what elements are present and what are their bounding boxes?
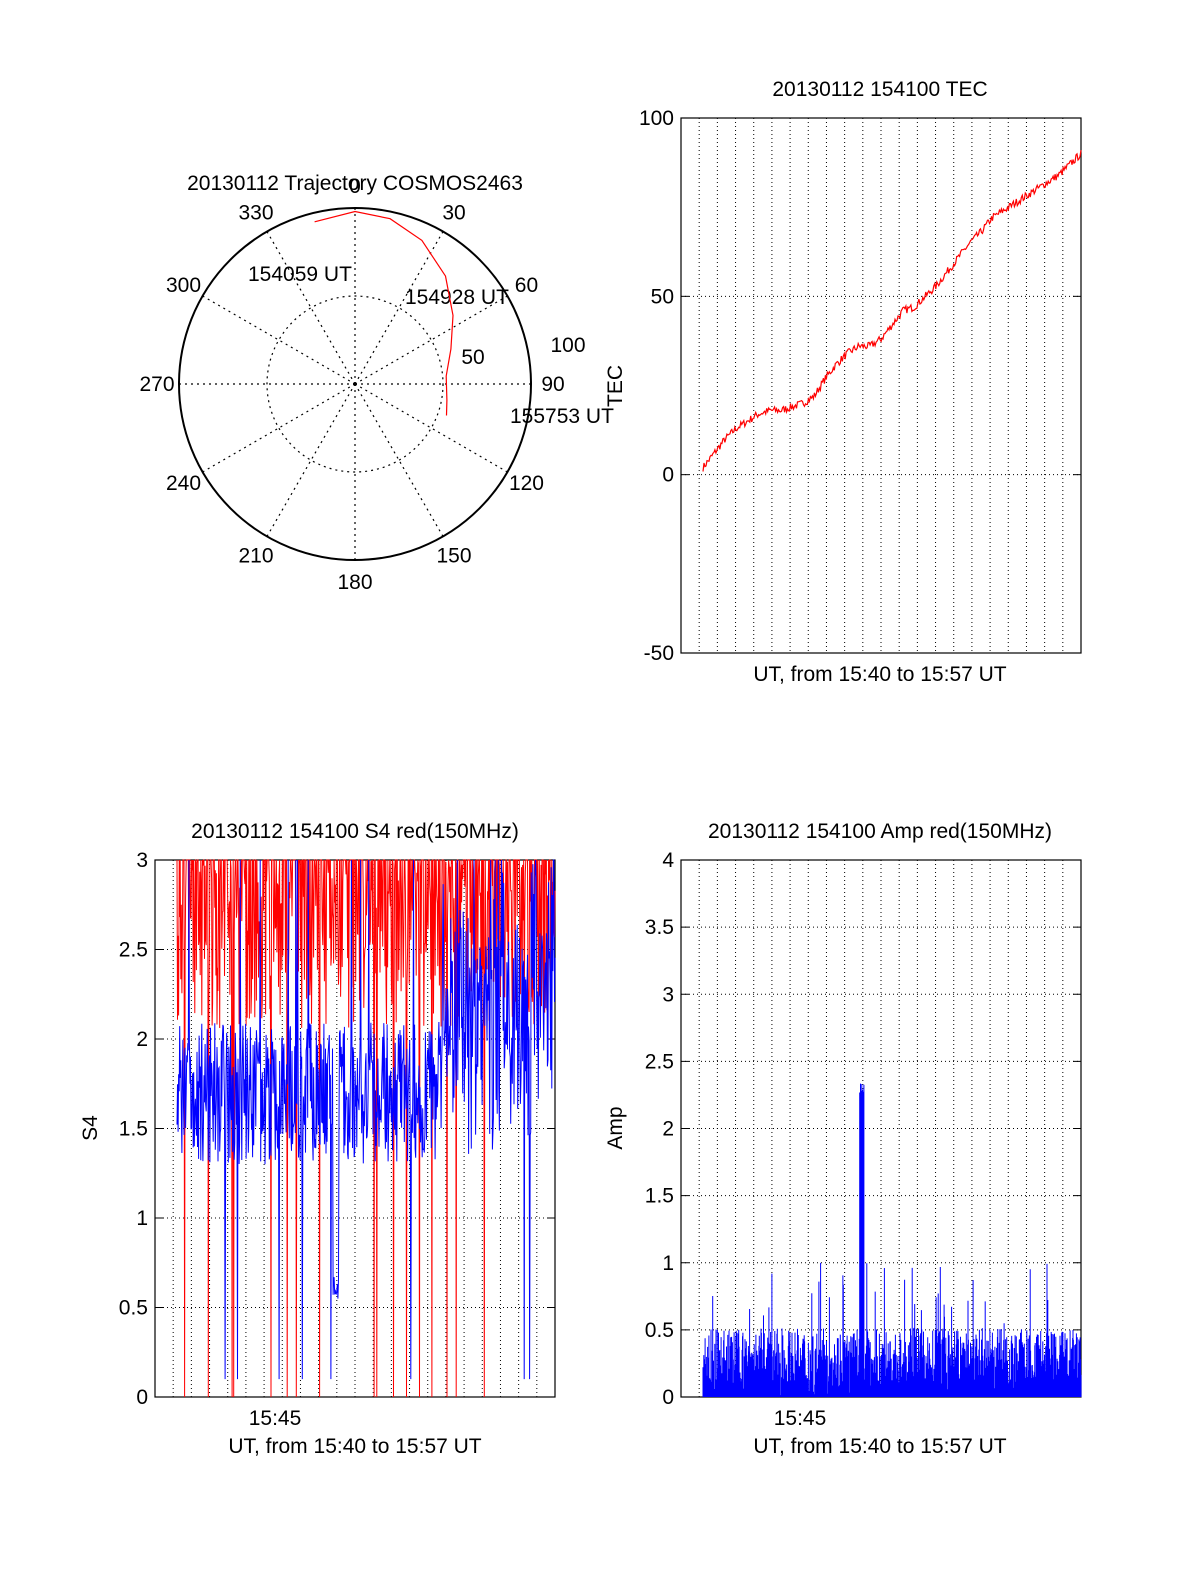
polar-angle-label: 90 [541,373,564,396]
polar-trajectory-line [314,210,454,416]
polar-angle-label: 120 [509,472,544,495]
s4-xlabel: UT, from 15:40 to 15:57 UT [228,1435,481,1458]
s4-ytick-label: 1.5 [119,1118,148,1141]
amp-ytick-label: 0 [662,1386,674,1409]
polar-angle-label: 30 [442,202,465,225]
polar-annotation-end: 155753 UT [510,405,614,428]
tec-ytick-label: 50 [651,285,674,308]
tec-ytick-label: -50 [644,642,674,665]
amp-ytick-label: 2 [662,1118,674,1141]
polar-title: 20130112 Trajectory COSMOS2463 [187,172,523,195]
polar-spoke [202,295,356,385]
tec-xlabel: UT, from 15:40 to 15:57 UT [753,663,1006,686]
amp-ytick-label: 4 [662,849,674,872]
amp-xlabel: UT, from 15:40 to 15:57 UT [753,1435,1006,1458]
s4-xtick-label: 15:45 [249,1407,302,1430]
polar-radial-label-50: 50 [461,346,484,369]
polar-radial-label-100: 100 [550,334,585,357]
polar-angle-label: 150 [436,544,471,567]
s4-blue-series [176,859,556,1380]
tec-series-line [702,150,1082,472]
amp-ytick-label: 3.5 [645,916,674,939]
tec-frame [680,117,1082,654]
polar-angle-label: 240 [166,472,201,495]
amp-ytick-label: 1.5 [645,1185,674,1208]
s4-ytick-label: 2.5 [119,939,148,962]
tec-ylabel: TEC [604,365,627,407]
polar-inner-circle [266,295,444,473]
amp-ytick-label: 3 [662,983,674,1006]
s4-ytick-label: 3 [136,849,148,872]
tec-title: 20130112 154100 TEC [772,78,987,101]
s4-ylabel: S4 [79,1115,102,1141]
polar-angle-label: 330 [238,202,273,225]
amp-xtick-label: 15:45 [774,1407,827,1430]
amp-blue-series [702,1083,1082,1397]
polar-angle-label: 270 [139,373,174,396]
amp-ytick-label: 0.5 [645,1319,674,1342]
tec-ytick-label: 0 [662,464,674,487]
polar-angle-label: 0 [349,175,361,198]
polar-angle-label: 60 [515,274,538,297]
s4-ytick-label: 0.5 [119,1297,148,1320]
polar-spoke [266,383,356,537]
s4-chart: 20130112 154100 S4 red(150MHz) S4 15:45 … [79,820,556,1458]
amp-chart: 20130112 154100 Amp red(150MHz) Amp 15:4… [604,820,1082,1458]
amp-ytick-label: 2.5 [645,1050,674,1073]
amp-title: 20130112 154100 Amp red(150MHz) [708,820,1052,843]
s4-ytick-label: 1 [136,1207,148,1230]
s4-ytick-label: 0 [136,1386,148,1409]
polar-angle-label: 180 [337,571,372,594]
polar-spoke [354,383,508,473]
tec-ytick-label: 100 [639,107,674,130]
amp-ytick-label: 1 [662,1252,674,1275]
polar-angle-label: 210 [238,544,273,567]
s4-ytick-label: 2 [136,1028,148,1051]
polar-annotation-start: 154059 UT [248,263,352,286]
amp-ylabel: Amp [604,1106,627,1149]
polar-angle-label: 300 [166,274,201,297]
polar-annotation-mid: 154928 UT [405,286,509,309]
s4-title: 20130112 154100 S4 red(150MHz) [191,820,519,843]
tec-chart: 20130112 154100 TEC TEC UT, from 15:40 t… [604,78,1082,686]
polar-trajectory-chart: 20130112 Trajectory COSMOS2463 50 100 15… [139,172,614,594]
